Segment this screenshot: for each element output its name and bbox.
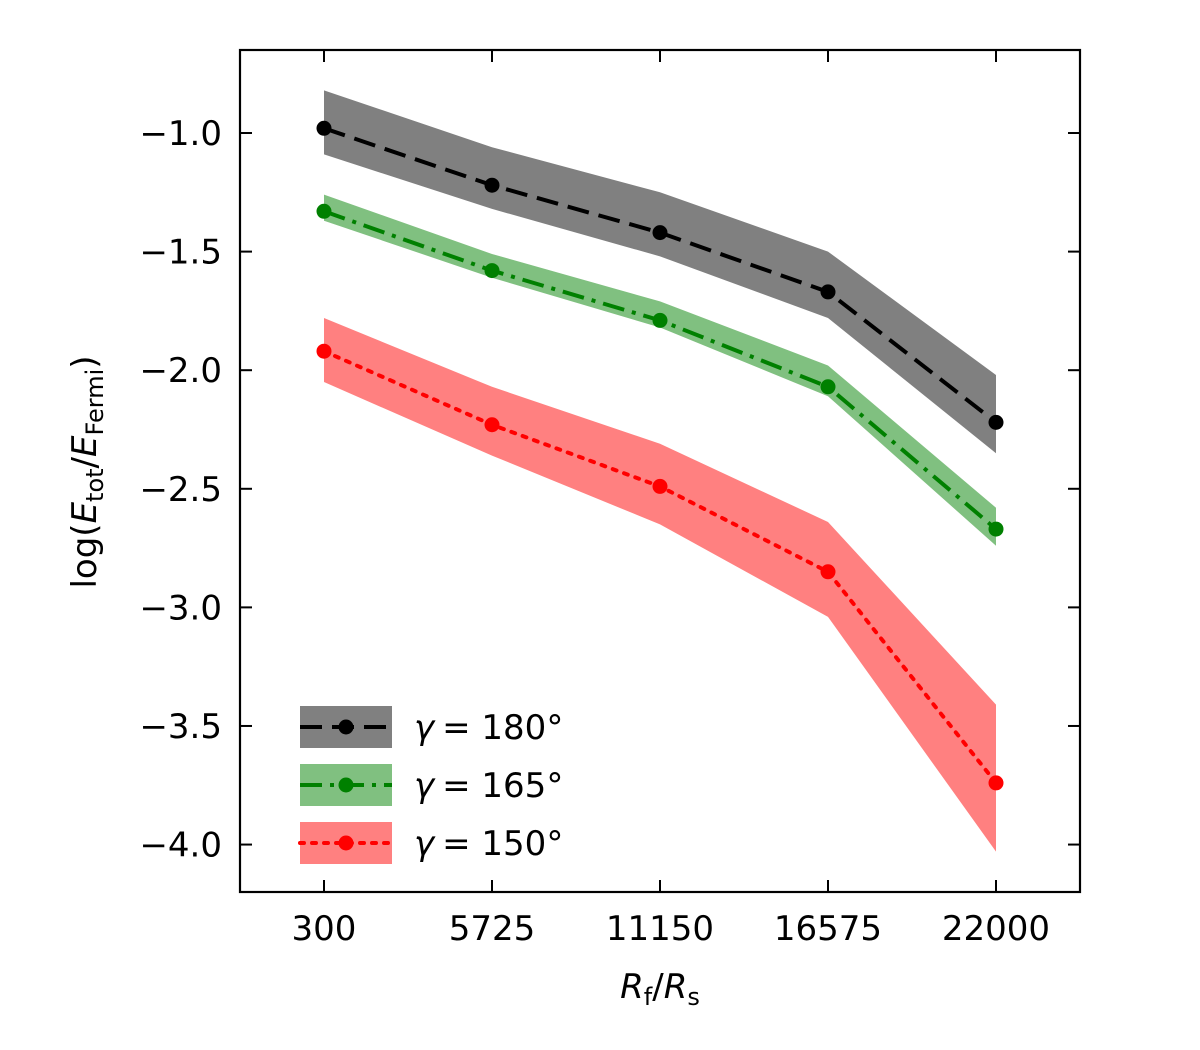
legend-swatch-marker — [338, 835, 354, 851]
legend: γ = 180°γ = 165°γ = 150° — [298, 706, 563, 864]
x-tick-label: 22000 — [942, 909, 1050, 949]
axis-ticks — [240, 50, 1080, 892]
y-tick-label: −1.5 — [139, 233, 222, 273]
x-axis-label: Rf/Rs — [620, 967, 700, 1011]
legend-item-1: γ = 180° — [300, 706, 563, 748]
series-points — [316, 120, 1004, 791]
legend-swatch-marker — [338, 719, 354, 735]
y-tick-label: −3.0 — [139, 588, 222, 628]
point-series-1 — [316, 120, 332, 136]
y-tick-label: −1.0 — [139, 114, 222, 154]
legend-item-3: γ = 150° — [298, 822, 563, 864]
legend-gamma-symbol: γ — [414, 766, 436, 806]
point-series-2 — [820, 379, 836, 395]
x-tick-labels: 300 5725 11150 16575 22000 — [292, 909, 1051, 949]
y-tick-labels: −1.0 −1.5 −2.0 −2.5 −3.0 −3.5 −4.0 — [139, 114, 222, 866]
legend-label: γ = 165° — [414, 766, 563, 806]
point-series-3 — [820, 564, 836, 580]
point-series-1 — [988, 414, 1004, 430]
legend-label: γ = 150° — [414, 824, 563, 864]
y-tick-label: −3.5 — [139, 707, 222, 747]
band-series-3 — [324, 318, 996, 852]
y-tick-label: −4.0 — [139, 826, 222, 866]
legend-gamma-symbol: γ — [414, 708, 436, 748]
point-series-3 — [652, 478, 668, 494]
x-tick-label: 16575 — [774, 909, 882, 949]
legend-swatch-marker — [338, 777, 354, 793]
legend-value: = 150° — [442, 824, 563, 864]
y-axis-label: log(Etot/EFermi) — [65, 355, 109, 588]
legend-value: = 165° — [442, 766, 563, 806]
point-series-2 — [484, 263, 500, 279]
legend-label: γ = 180° — [414, 708, 563, 748]
point-series-1 — [484, 177, 500, 193]
band-series-2 — [324, 194, 996, 546]
point-series-3 — [316, 343, 332, 359]
x-tick-label: 300 — [292, 909, 357, 949]
point-series-3 — [988, 775, 1004, 791]
point-series-3 — [484, 417, 500, 433]
point-series-1 — [652, 225, 668, 241]
point-series-1 — [820, 284, 836, 300]
y-tick-label: −2.0 — [139, 351, 222, 391]
point-series-2 — [316, 203, 332, 219]
point-series-2 — [652, 312, 668, 328]
y-tick-label: −2.5 — [139, 470, 222, 510]
point-series-2 — [988, 521, 1004, 537]
legend-gamma-symbol: γ — [414, 824, 436, 864]
legend-value: = 180° — [442, 708, 563, 748]
x-tick-label: 5725 — [449, 909, 536, 949]
x-tick-label: 11150 — [606, 909, 714, 949]
legend-item-2: γ = 165° — [300, 764, 563, 806]
